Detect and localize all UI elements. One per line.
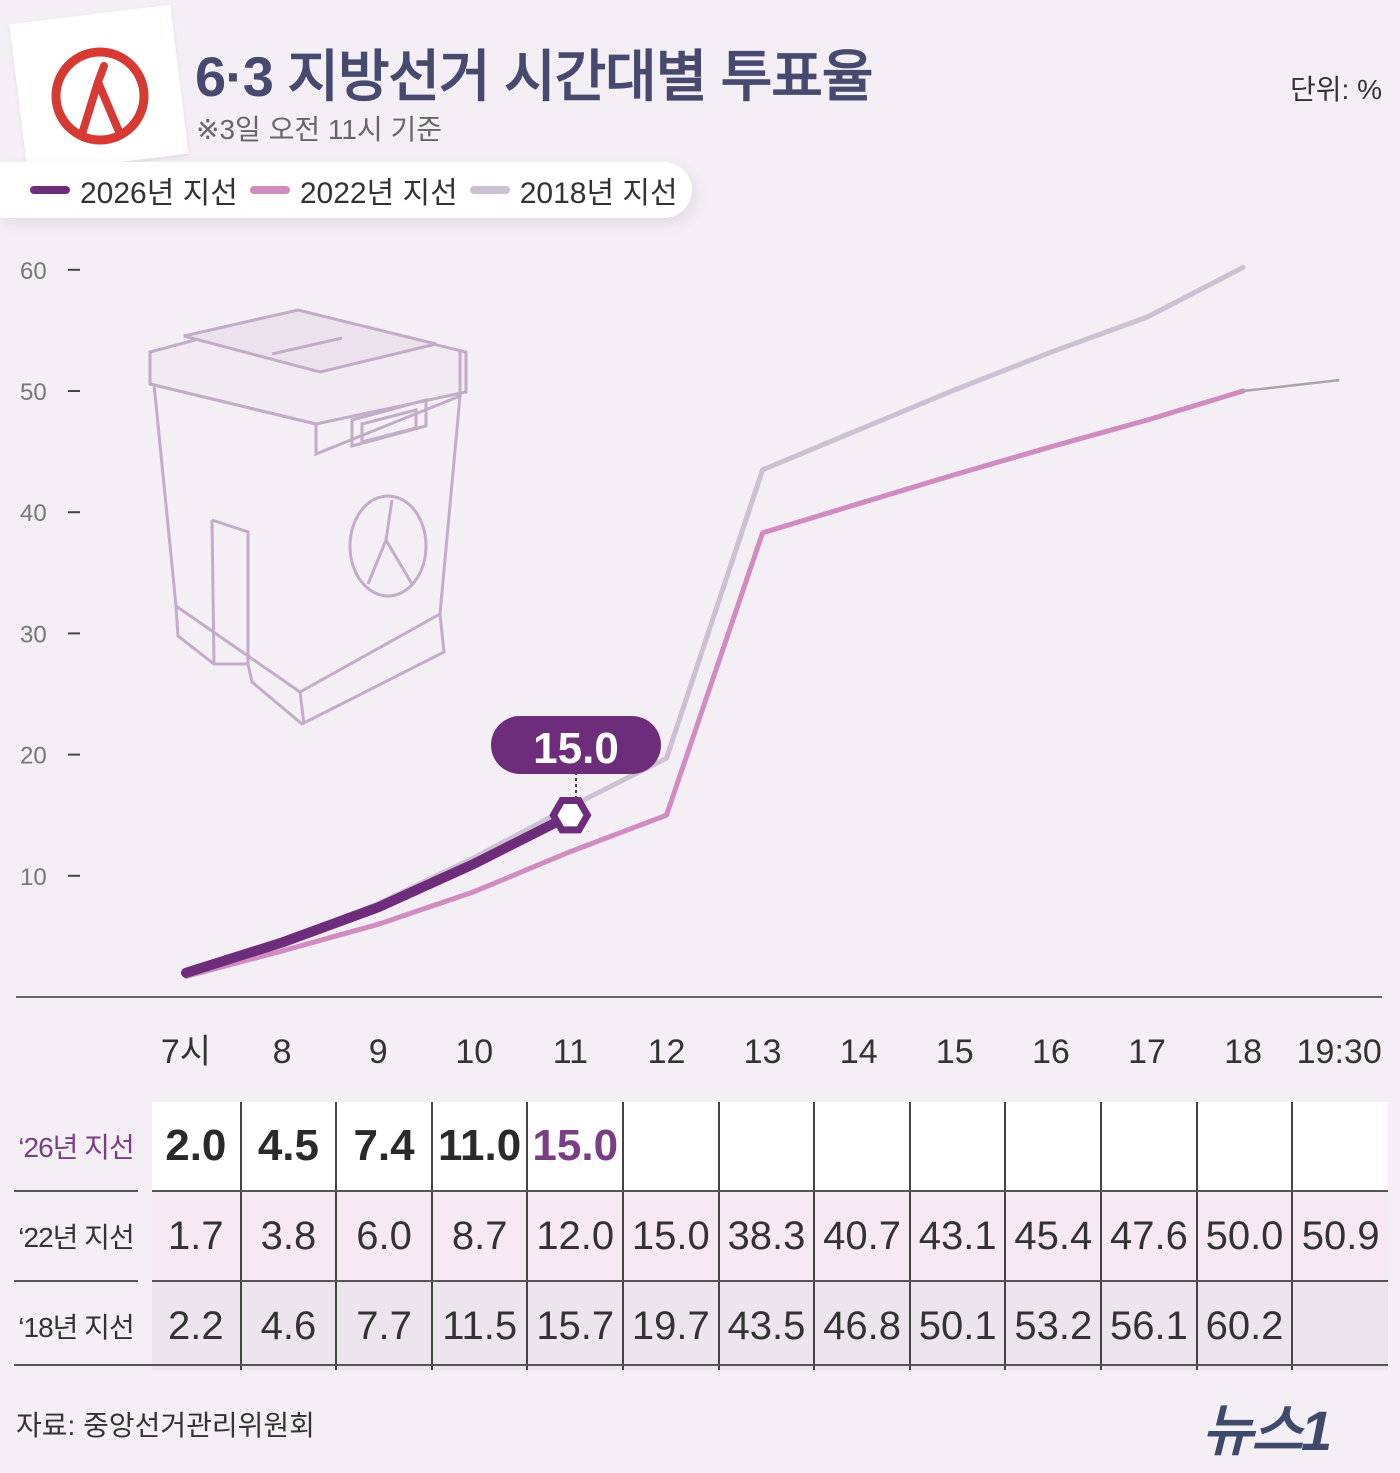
table-cell: 11.5 xyxy=(430,1281,528,1370)
table-cell: 46.8 xyxy=(813,1281,910,1370)
table-cell xyxy=(1004,1102,1102,1192)
table-cell: 7.4 xyxy=(335,1102,432,1192)
table-cell xyxy=(1100,1102,1197,1192)
table-row-2022: ‘22년 지선 1.7 3.8 6.0 8.7 12.0 15.0 38.3 4… xyxy=(14,1191,1388,1282)
x-tick-label: 9 xyxy=(369,1033,388,1071)
table-cell: 45.4 xyxy=(1004,1191,1102,1282)
table-row-2018: ‘18년 지선 2.2 4.6 7.7 11.5 15.7 19.7 43.5 … xyxy=(14,1281,1388,1370)
x-tick-label: 10 xyxy=(455,1033,493,1071)
callout-15: 15.0 xyxy=(491,716,661,798)
series-line-2026 xyxy=(181,810,576,978)
table-cell: 40.7 xyxy=(813,1191,910,1282)
row-label-2022: ‘22년 지선 xyxy=(14,1191,145,1282)
table-cell: 53.2 xyxy=(1004,1281,1102,1370)
table-cell: 11.0 xyxy=(430,1102,528,1192)
row-label-2018: ‘18년 지선 xyxy=(18,1312,134,1343)
y-tick-label: 40 xyxy=(20,500,47,527)
page-subtitle: ※3일 오전 11시 기준 xyxy=(196,114,442,145)
table-cell: 3.8 xyxy=(239,1191,337,1282)
table-cell: 7.7 xyxy=(335,1281,432,1370)
y-tick-label: 10 xyxy=(20,864,47,891)
table-cell: 43.1 xyxy=(908,1191,1006,1282)
chart-axes: 10 20 30 40 50 60 7시 8 9 10 11 12 13 14 15 16 17 18 19:30 xyxy=(16,258,1382,1071)
table-cell: 56.1 xyxy=(1100,1281,1197,1370)
latest-point-marker xyxy=(549,797,592,834)
legend-swatch-2026 xyxy=(30,186,70,194)
unit-label: 단위: % xyxy=(1290,74,1382,105)
x-tick-label: 17 xyxy=(1128,1033,1166,1071)
ballot-box-illustration xyxy=(148,308,468,726)
legend-label-2018: 2018년 지선 xyxy=(519,177,678,210)
table-cell xyxy=(1291,1102,1388,1192)
table-cell: 6.0 xyxy=(335,1191,432,1282)
page-title: 6·3 지방선거 시간대별 투표율 xyxy=(195,45,873,108)
legend-label-2026: 2026년 지선 xyxy=(80,177,238,210)
table-cell: 12.0 xyxy=(526,1191,624,1282)
callout-value: 15.0 xyxy=(533,724,619,773)
table-cell: 2.2 xyxy=(138,1281,241,1370)
table-cell: 38.3 xyxy=(717,1191,815,1282)
vote-stamp-icon xyxy=(51,47,149,145)
chart-legend: 2026년 지선 2022년 지선 2018년 지선 xyxy=(0,162,692,218)
table-cell xyxy=(813,1102,910,1192)
legend-swatch-2022 xyxy=(249,186,290,194)
table-cell: 47.6 xyxy=(1100,1191,1197,1282)
table-cell: 4.5 xyxy=(239,1102,337,1192)
table-cell: 50.0 xyxy=(1195,1191,1293,1282)
x-tick-label: 19:30 xyxy=(1297,1033,1382,1071)
table-cell: 8.7 xyxy=(430,1191,528,1282)
table-cell: 60.2 xyxy=(1195,1281,1293,1370)
table-cell: 1.7 xyxy=(138,1191,241,1282)
chart-series xyxy=(181,264,1340,979)
x-tick-label: 15 xyxy=(936,1033,974,1071)
table-bottom-rule xyxy=(14,1364,1388,1366)
x-tick-label: 13 xyxy=(744,1033,782,1071)
table-cell xyxy=(622,1102,719,1192)
x-tick-label: 11 xyxy=(553,1033,588,1071)
legend-item-2026: 2026년 지선 xyxy=(30,168,238,212)
table-cell: 50.1 xyxy=(908,1281,1006,1370)
table-cell: 15.0 xyxy=(622,1191,719,1282)
y-tick-label: 20 xyxy=(20,743,47,770)
logo-text: 뉴스1 xyxy=(1202,1399,1332,1462)
y-tick-label: 30 xyxy=(20,621,47,648)
x-tick-label: 8 xyxy=(273,1033,292,1071)
table-cell: 4.6 xyxy=(239,1281,337,1370)
series-line-2022-evening xyxy=(1242,378,1340,393)
y-tick-label: 60 xyxy=(20,258,47,285)
x-tick-label: 18 xyxy=(1224,1033,1262,1071)
source-note: 자료: 중앙선거관리위원회 xyxy=(16,1410,315,1441)
x-tick-label: 7시 xyxy=(161,1033,211,1071)
table-cell: 19.7 xyxy=(622,1281,719,1370)
news1-logo: 뉴스1 xyxy=(1196,1382,1386,1462)
table-cell-latest: 15.0 xyxy=(526,1102,624,1192)
table-cell: 50.9 xyxy=(1291,1191,1388,1282)
table-cell xyxy=(1291,1281,1388,1370)
row-label-2026: ‘26년 지선 xyxy=(14,1102,145,1192)
y-tick-label: 50 xyxy=(20,379,47,406)
x-tick-label: 12 xyxy=(648,1033,686,1071)
legend-swatch-2018 xyxy=(469,186,510,194)
table-cell xyxy=(717,1102,815,1192)
table-cell: 15.7 xyxy=(526,1281,624,1370)
x-tick-label: 14 xyxy=(840,1033,878,1071)
series-line-2022 xyxy=(183,388,1246,979)
legend-label-2022: 2022년 지선 xyxy=(299,177,458,210)
table-row-2026: ‘26년 지선 2.0 4.5 7.4 11.0 15.0 xyxy=(14,1102,1388,1192)
table-cell xyxy=(1195,1102,1293,1192)
legend-item-2018: 2018년 지선 xyxy=(469,168,678,212)
callout-bubble xyxy=(491,716,661,774)
table-cell: 2.0 xyxy=(138,1102,241,1192)
turnout-table: ‘26년 지선 2.0 4.5 7.4 11.0 15.0 ‘22년 지선 1.… xyxy=(14,1102,1388,1370)
table-cell: 43.5 xyxy=(717,1281,815,1370)
table-cell xyxy=(908,1102,1006,1192)
legend-item-2022: 2022년 지선 xyxy=(249,168,458,212)
x-tick-label: 16 xyxy=(1032,1033,1070,1071)
